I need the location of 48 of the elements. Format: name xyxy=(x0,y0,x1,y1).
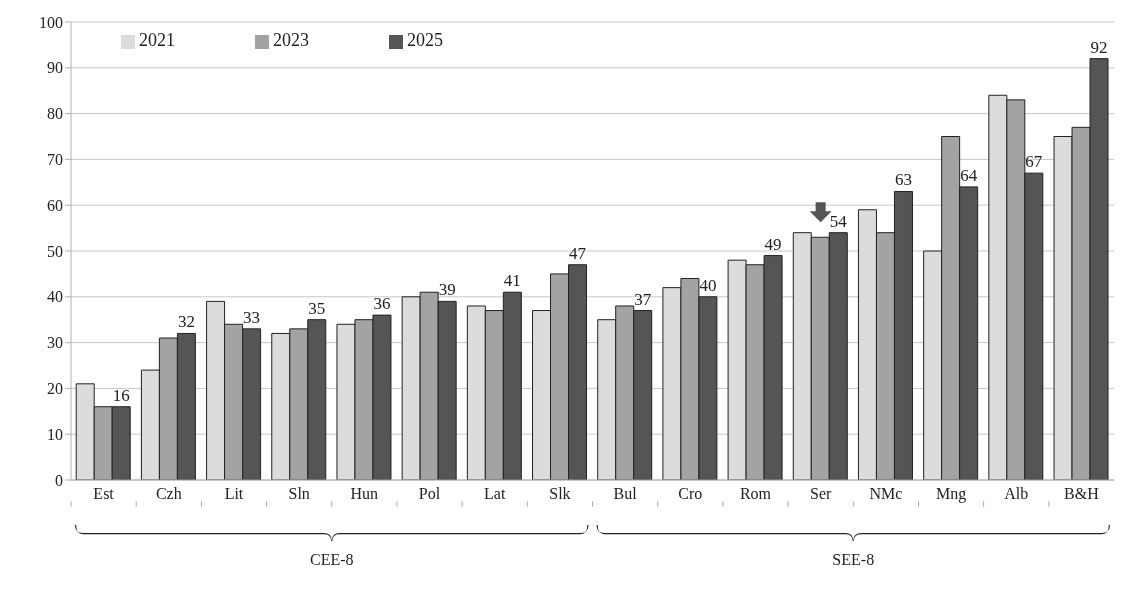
text: CEE-8 xyxy=(309,551,354,568)
text: SEE-8 xyxy=(832,551,875,568)
x-tick-label: Est xyxy=(93,485,115,503)
data-label: 64 xyxy=(960,165,978,185)
data-label: 67 xyxy=(1025,152,1043,172)
x-tick-label: Slk xyxy=(549,485,571,503)
y-tick-label: 10 xyxy=(47,425,63,443)
data-label: 54 xyxy=(829,211,848,231)
data-label: 37 xyxy=(634,289,652,309)
data-label: 63 xyxy=(894,170,912,190)
x-tick-label: Bul xyxy=(613,485,638,503)
x-tick-label: Alb xyxy=(1004,485,1029,503)
x-tick-label: Hun xyxy=(350,485,379,503)
x-tick-label: Lit xyxy=(224,485,244,503)
y-tick-label: 0 xyxy=(55,471,63,489)
data-label: 39 xyxy=(438,280,456,300)
x-tick-label: Cro xyxy=(678,485,703,503)
data-label: 41 xyxy=(503,271,521,291)
x-tick-label: Czh xyxy=(155,485,182,503)
legend-label: 2025 xyxy=(407,30,443,50)
data-label: 40 xyxy=(699,275,717,295)
x-tick-label: Ser xyxy=(809,485,832,503)
y-tick-label: 100 xyxy=(39,13,63,31)
data-label: 35 xyxy=(308,298,326,318)
y-tick-label: 30 xyxy=(47,334,63,352)
data-label: 32 xyxy=(177,312,195,332)
legend-label: 2023 xyxy=(273,30,309,50)
data-label: 47 xyxy=(569,243,587,263)
x-tick-label: Rom xyxy=(739,485,772,503)
y-tick-label: 50 xyxy=(47,242,63,260)
data-label: 36 xyxy=(373,294,391,314)
x-tick-label: Lat xyxy=(484,485,506,503)
x-tick-label: Mng xyxy=(935,485,967,504)
y-tick-label: 60 xyxy=(47,196,63,214)
x-tick-label: B&H xyxy=(1064,485,1100,503)
x-tick-label: Sln xyxy=(288,485,310,503)
legend-label: 2021 xyxy=(139,30,175,50)
data-label: 92 xyxy=(1090,37,1108,57)
y-tick-label: 80 xyxy=(47,105,63,123)
y-tick-label: 20 xyxy=(47,380,63,398)
data-label: 33 xyxy=(243,307,261,327)
x-tick-label: NMc xyxy=(869,485,903,503)
data-label: 49 xyxy=(764,234,782,254)
y-tick-label: 70 xyxy=(47,151,63,169)
y-tick-label: 90 xyxy=(47,59,63,77)
y-tick-label: 40 xyxy=(47,288,63,306)
x-tick-label: Pol xyxy=(418,485,441,503)
data-label: 16 xyxy=(112,385,130,405)
